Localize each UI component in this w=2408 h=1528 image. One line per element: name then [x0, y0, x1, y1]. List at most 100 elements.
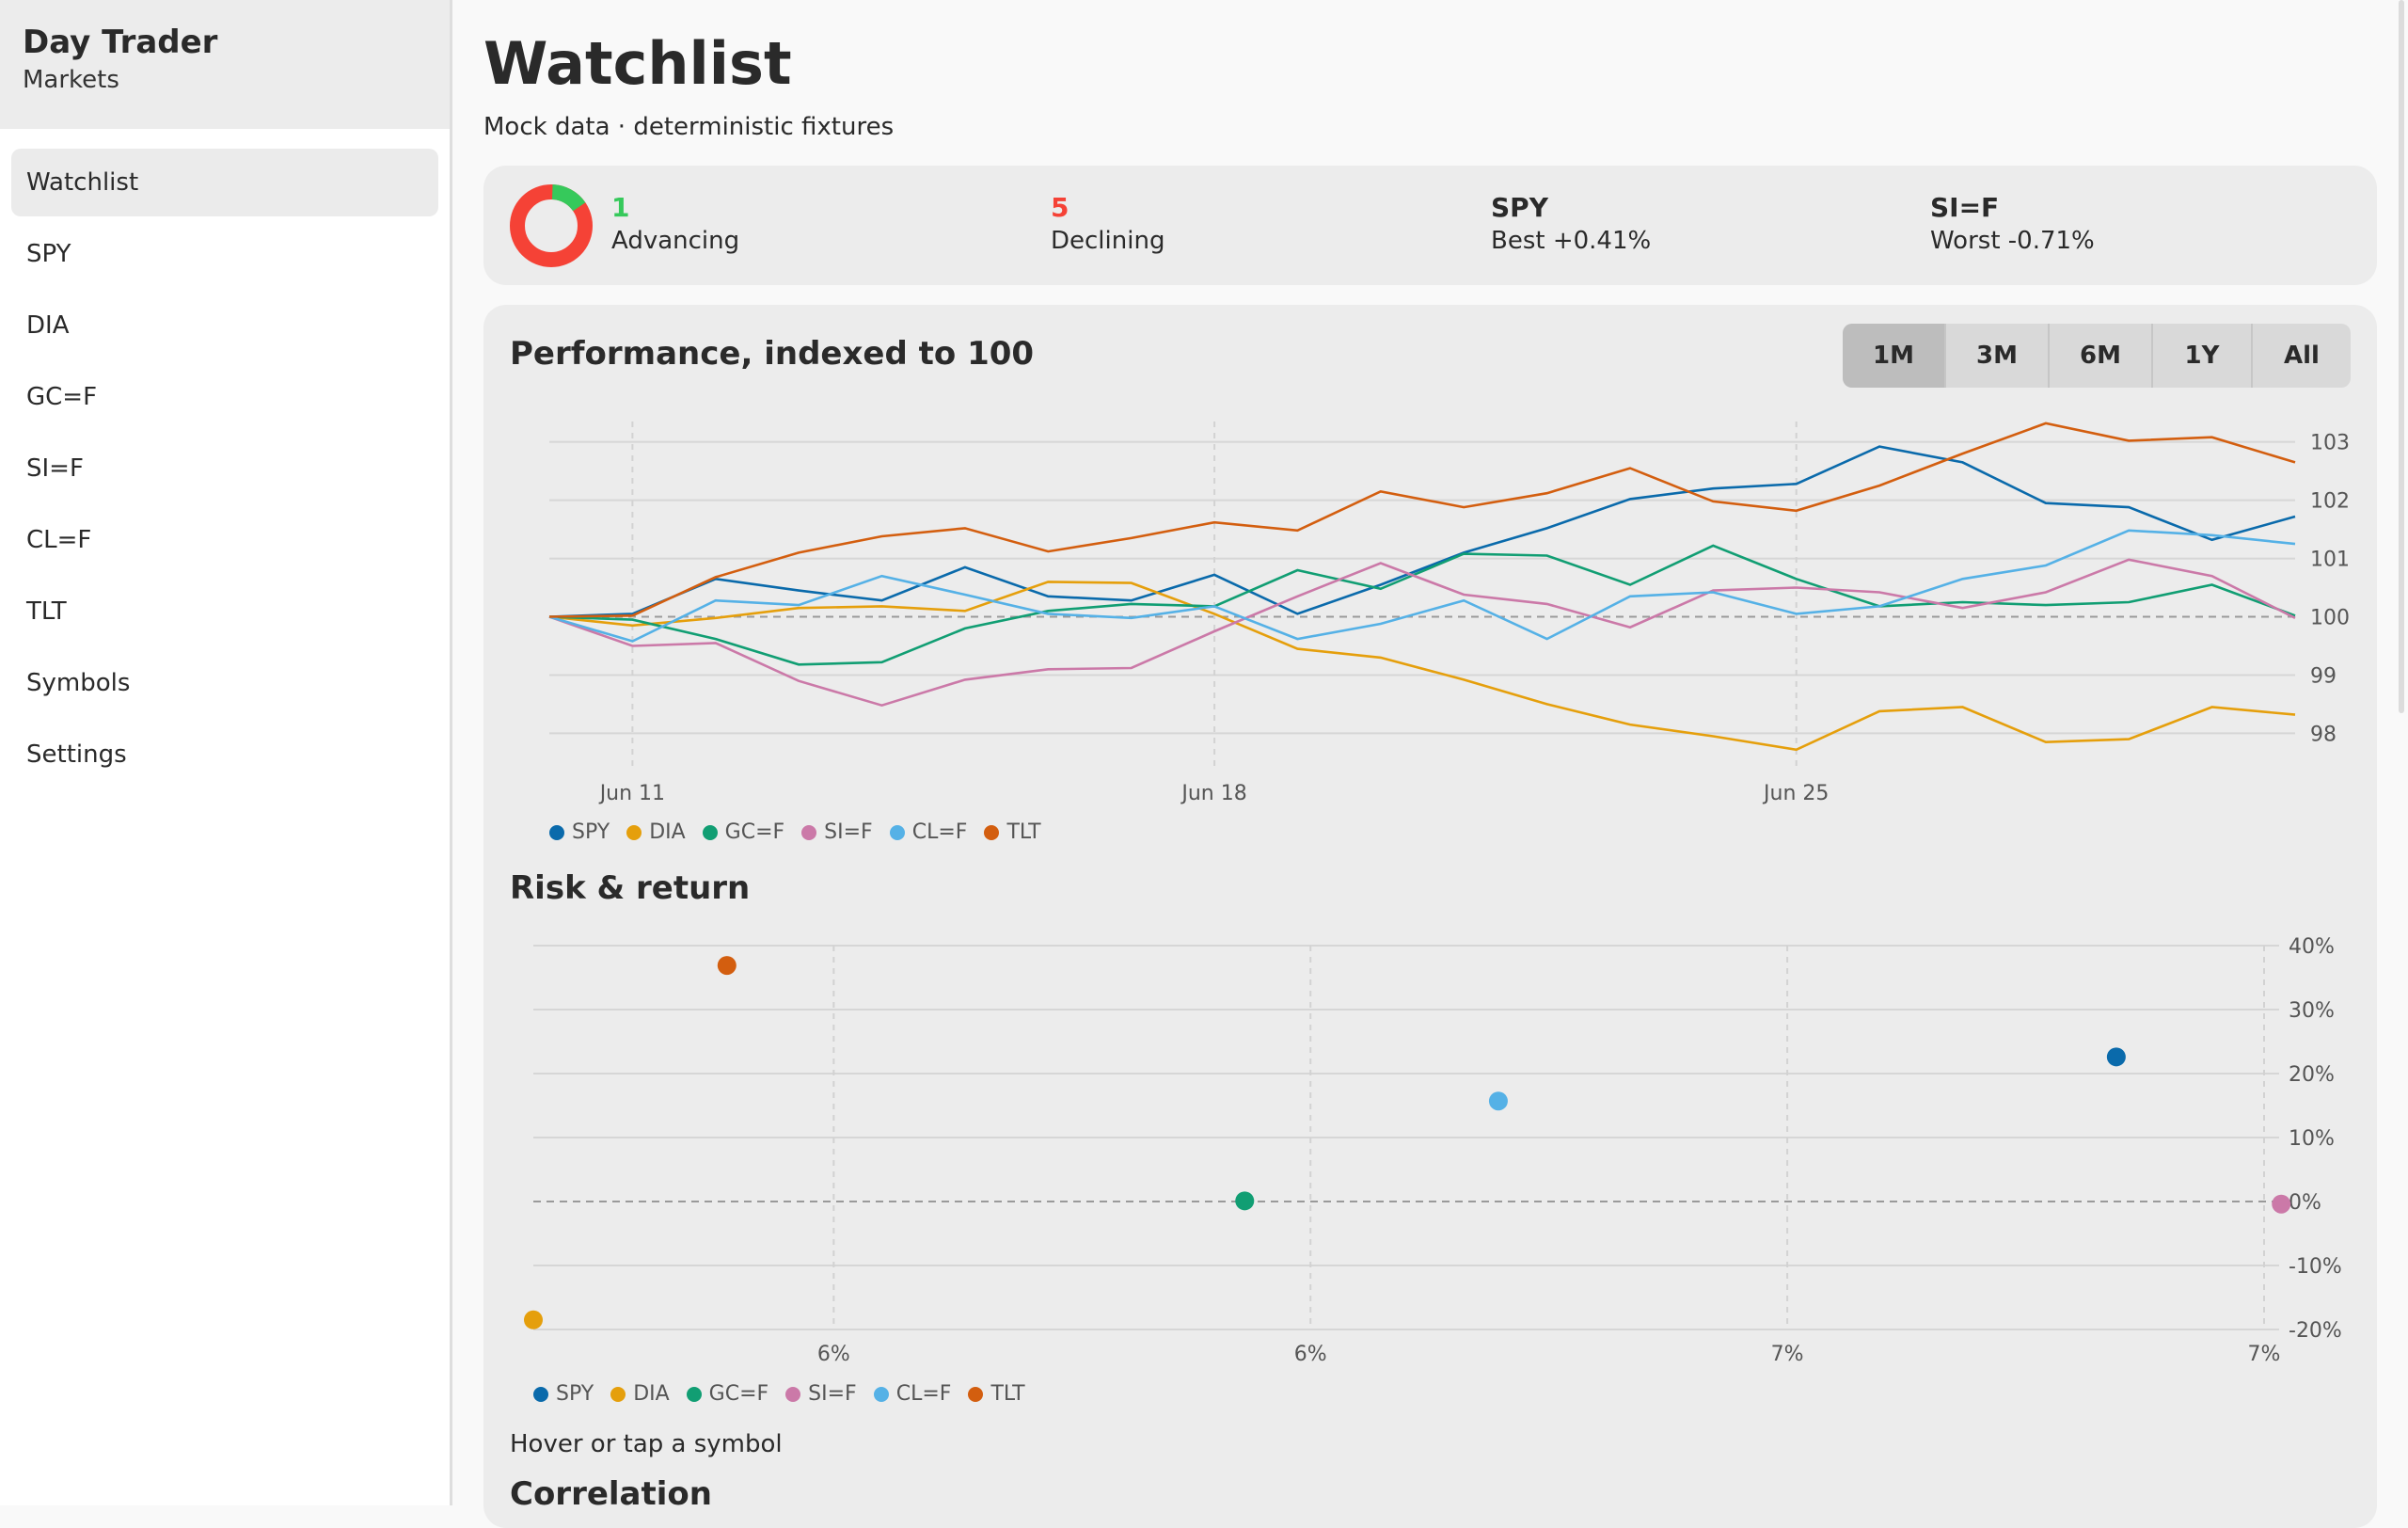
worst-label: Worst -0.71% [1930, 227, 2095, 255]
risk-return-chart[interactable]: -20% -10% 0% 10% 20% 30% 40% 6% 6% 7% 7% [483, 305, 2377, 1387]
legend-dot-icon [686, 1386, 702, 1402]
perf-legend-label: SPY [572, 820, 610, 844]
perf-legend-label: SI=F [824, 820, 873, 844]
declining-count: 5 [1051, 192, 1069, 223]
advancing-count: 1 [611, 192, 630, 223]
sidebar-item-watchlist[interactable]: Watchlist [11, 149, 438, 216]
app-header: Day Trader Markets [0, 0, 450, 129]
charts-card: Performance, indexed to 100 1M 3M 6M 1Y … [483, 305, 2377, 1528]
perf-x-tick-label: Jun 18 [1180, 782, 1246, 805]
risk-y-tick-label: -20% [2289, 1319, 2342, 1343]
risk-legend-item[interactable]: CL=F [873, 1382, 952, 1406]
risk-point-tlt [717, 956, 737, 976]
perf-series-line [548, 422, 2296, 618]
risk-return-legend: SPY DIA GC=F SI=F CL=F TLT [533, 1382, 1025, 1406]
page-subtitle: Mock data · deterministic fixtures [483, 113, 895, 141]
declining-label: Declining [1051, 227, 1165, 255]
risk-legend-label: TLT [990, 1382, 1025, 1406]
perf-legend-item[interactable]: TLT [984, 820, 1041, 844]
perf-x-tick-label: Jun 25 [1762, 782, 1829, 805]
perf-legend-item[interactable]: DIA [626, 820, 686, 844]
legend-dot-icon [533, 1386, 548, 1402]
legend-dot-icon [968, 1386, 984, 1402]
donut-advancing-arc [510, 184, 593, 268]
range-1y-button[interactable]: 1Y [2151, 324, 2251, 388]
performance-legend: SPY DIA GC=F SI=F CL=F TLT [549, 820, 1041, 844]
page-title: Watchlist [483, 29, 792, 98]
sidebar-nav: Watchlist SPY DIA GC=F SI=F CL=F TLT Sym… [0, 149, 450, 788]
sidebar-item-dia[interactable]: DIA [26, 311, 70, 340]
sidebar-item-crude[interactable]: CL=F [26, 526, 92, 554]
risk-legend-item[interactable]: SI=F [785, 1382, 857, 1406]
legend-dot-icon [873, 1386, 889, 1402]
perf-y-tick-label: 99 [2310, 664, 2337, 688]
perf-series-line [548, 581, 2296, 752]
range-all-button[interactable]: All [2251, 324, 2351, 388]
worst-symbol: SI=F [1930, 192, 2000, 223]
correlation-title: Correlation [510, 1475, 712, 1513]
perf-legend-item[interactable]: CL=F [889, 820, 968, 844]
risk-legend-label: SPY [556, 1382, 594, 1406]
perf-legend-item[interactable]: SPY [549, 820, 610, 844]
donut-declining-arc [510, 184, 593, 267]
perf-legend-item[interactable]: GC=F [702, 820, 784, 844]
summary-card: 1 Advancing 5 Declining SPY Best +0.41% … [483, 166, 2377, 285]
range-selector: 1M 3M 6M 1Y All [1843, 324, 2351, 388]
risk-legend-label: GC=F [708, 1382, 769, 1406]
stat-advancing: 1 Advancing [611, 192, 739, 258]
legend-dot-icon [984, 824, 1000, 840]
sidebar-item-spy[interactable]: SPY [26, 240, 71, 268]
risk-y-tick-label: -10% [2289, 1255, 2342, 1279]
range-6m-button[interactable]: 6M [2048, 324, 2151, 388]
perf-y-tick-label: 98 [2310, 723, 2337, 746]
sidebar-item-gold[interactable]: GC=F [26, 383, 98, 411]
risk-legend-item[interactable]: DIA [610, 1382, 670, 1406]
sidebar-item-tlt[interactable]: TLT [26, 597, 67, 626]
risk-point-gc-f [1235, 1191, 1255, 1211]
perf-x-tick-label: Jun 11 [598, 782, 665, 805]
risk-legend-item[interactable]: GC=F [686, 1382, 769, 1406]
perf-legend-label: DIA [649, 820, 686, 844]
stat-declining: 5 Declining [1051, 192, 1164, 258]
risk-return-title: Risk & return [510, 869, 751, 907]
best-symbol: SPY [1491, 192, 1548, 223]
page-scrollbar[interactable] [2399, 0, 2404, 713]
performance-title: Performance, indexed to 100 [510, 335, 1035, 373]
risk-point-cl-f [1488, 1091, 1508, 1111]
perf-legend-item[interactable]: SI=F [801, 820, 873, 844]
risk-y-tick-label: 10% [2289, 1127, 2335, 1151]
risk-y-tick-label: 0% [2289, 1191, 2321, 1215]
perf-series-line [548, 445, 2296, 618]
risk-legend-item[interactable]: SPY [533, 1382, 594, 1406]
best-label: Best +0.41% [1491, 227, 1652, 255]
risk-x-tick-label: 6% [1294, 1343, 1327, 1366]
performance-chart[interactable]: 98 99 100 101 102 103 Jun 11 Jun 18 Jun 25 [483, 305, 2377, 822]
stat-best: SPY Best +0.41% [1491, 192, 1651, 258]
perf-y-tick-label: 102 [2310, 490, 2350, 514]
stat-worst: SI=F Worst -0.71% [1930, 192, 2095, 258]
perf-series-line [548, 558, 2296, 708]
range-1m-button[interactable]: 1M [1843, 324, 1944, 388]
legend-dot-icon [801, 824, 817, 840]
advancing-label: Advancing [611, 227, 740, 255]
sidebar-item-symbols[interactable]: Symbols [26, 669, 131, 697]
sidebar-item-settings[interactable]: Settings [26, 740, 127, 769]
legend-dot-icon [889, 824, 905, 840]
risk-x-tick-label: 7% [1771, 1343, 1804, 1366]
risk-legend-item[interactable]: TLT [968, 1382, 1025, 1406]
legend-dot-icon [702, 824, 718, 840]
sidebar: Day Trader Markets Watchlist SPY DIA GC=… [0, 0, 452, 1505]
perf-y-tick-label: 100 [2310, 607, 2350, 630]
perf-legend-label: TLT [1006, 820, 1041, 844]
legend-dot-icon [549, 824, 564, 840]
app-subtitle: Markets [23, 66, 119, 94]
perf-legend-label: CL=F [911, 820, 968, 844]
perf-series-line [548, 544, 2296, 666]
risk-x-tick-label: 7% [2248, 1343, 2281, 1366]
breadth-donut [510, 184, 593, 268]
risk-point-spy [2106, 1047, 2126, 1067]
sidebar-item-silver[interactable]: SI=F [26, 454, 84, 483]
risk-legend-label: CL=F [895, 1382, 952, 1406]
range-3m-button[interactable]: 3M [1944, 324, 2048, 388]
perf-series-line [548, 529, 2296, 643]
